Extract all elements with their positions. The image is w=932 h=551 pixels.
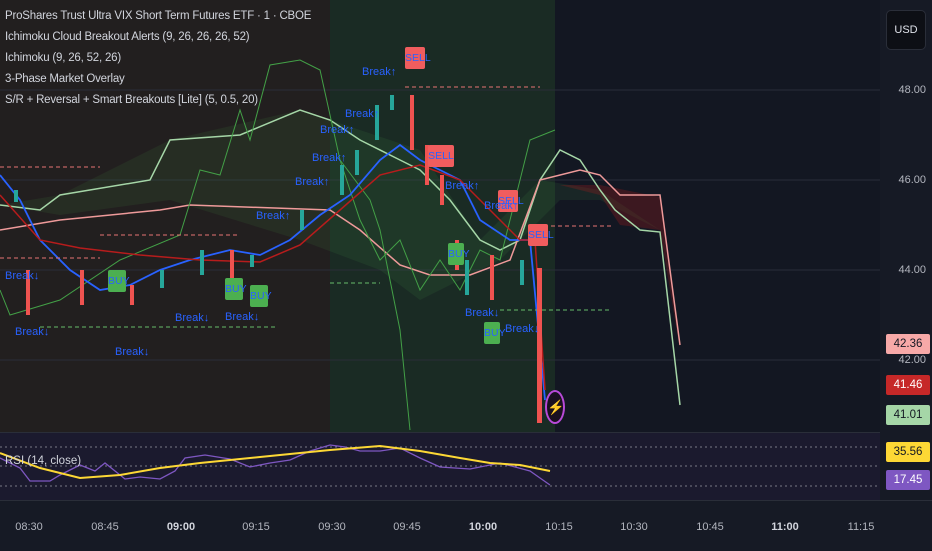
break-up-label: Break↑ xyxy=(345,108,380,120)
break-up-label: Break↑ xyxy=(312,152,347,164)
time-tick: 08:45 xyxy=(91,521,119,533)
time-axis[interactable]: 08:30 08:45 09:00 09:15 09:30 09:45 10:0… xyxy=(0,500,932,551)
break-up-label: Break↑ xyxy=(320,124,355,136)
break-up-label: Break↑ xyxy=(362,66,397,78)
buy-signal: BUY xyxy=(225,278,247,300)
indicator-ichimoku[interactable]: Ichimoku (9, 26, 52, 26) xyxy=(5,52,122,64)
time-tick: 11:00 xyxy=(771,521,799,533)
chart-legend: ProShares Trust Ultra VIX Short Term Fut… xyxy=(5,6,311,111)
rsi-value-tag: 17.45 xyxy=(886,470,930,490)
price-tick: 46.00 xyxy=(898,174,926,186)
time-tick: 10:45 xyxy=(696,521,724,533)
time-tick: 09:00 xyxy=(166,521,196,533)
indicator-ichimoku-alerts[interactable]: Ichimoku Cloud Breakout Alerts (9, 26, 2… xyxy=(5,31,250,43)
break-down-label: Break↓ xyxy=(15,326,50,338)
time-tick: 08:30 xyxy=(15,521,43,533)
break-down-label: Break↓ xyxy=(465,307,500,319)
break-up-label: Break↑ xyxy=(484,200,519,212)
break-down-label: Break↓ xyxy=(175,312,210,324)
time-tick: 09:15 xyxy=(242,521,270,533)
last-price-tag: 41.46 xyxy=(886,375,930,395)
break-down-label: Break↓ xyxy=(225,311,260,323)
rsi-label[interactable]: RSI (14, close) xyxy=(5,455,82,467)
break-down-label: Break↓ xyxy=(5,270,40,282)
buy-signal: BUY xyxy=(484,322,506,344)
sell-signal: SELL xyxy=(405,47,431,69)
currency-button[interactable]: USD xyxy=(886,10,926,50)
break-down-label: Break↓ xyxy=(115,346,150,358)
buy-signal: BUY xyxy=(108,270,130,292)
break-up-label: Break↑ xyxy=(256,210,291,222)
time-tick: 11:15 xyxy=(847,521,875,533)
sell-signal: SELL xyxy=(428,145,454,167)
rsi-pane[interactable]: RSI (14, close) xyxy=(0,432,880,500)
time-tick: 10:00 xyxy=(468,521,498,533)
price-tick: 44.00 xyxy=(898,264,926,276)
symbol-title[interactable]: ProShares Trust Ultra VIX Short Term Fut… xyxy=(5,10,312,22)
break-down-label: Break↓ xyxy=(505,323,540,335)
price-tick: 42.00 xyxy=(898,354,926,366)
indicator-sr-breakouts[interactable]: S/R + Reversal + Smart Breakouts [Lite] … xyxy=(5,94,258,106)
price-tick: 48.00 xyxy=(898,84,926,96)
price-plot xyxy=(0,59,880,431)
phase-zone-bullish xyxy=(330,0,555,500)
buy-signal: BUY xyxy=(448,243,470,265)
phase-zone-bearish xyxy=(0,0,330,500)
lightning-icon[interactable]: ⚡ xyxy=(545,390,565,424)
price-axis[interactable]: USD 48.00 46.00 44.00 42.00 42.36 41.46 … xyxy=(880,0,932,500)
indicator-3-phase[interactable]: 3-Phase Market Overlay xyxy=(5,73,125,85)
sell-signal: SELL xyxy=(498,190,524,212)
time-tick: 10:15 xyxy=(545,521,573,533)
span-b-price-tag: 42.36 xyxy=(886,334,930,354)
time-tick: 10:30 xyxy=(620,521,648,533)
buy-signal: BUY xyxy=(250,285,272,307)
sell-signal: SELL xyxy=(528,224,554,246)
time-tick: 09:45 xyxy=(393,521,421,533)
break-up-label: Break↑ xyxy=(445,180,480,192)
break-up-label: Break↑ xyxy=(295,176,330,188)
chart-pane[interactable]: ProShares Trust Ultra VIX Short Term Fut… xyxy=(0,0,880,500)
rsi-ma-tag: 35.56 xyxy=(886,442,930,462)
span-a-price-tag: 41.01 xyxy=(886,405,930,425)
time-tick: 09:30 xyxy=(318,521,346,533)
